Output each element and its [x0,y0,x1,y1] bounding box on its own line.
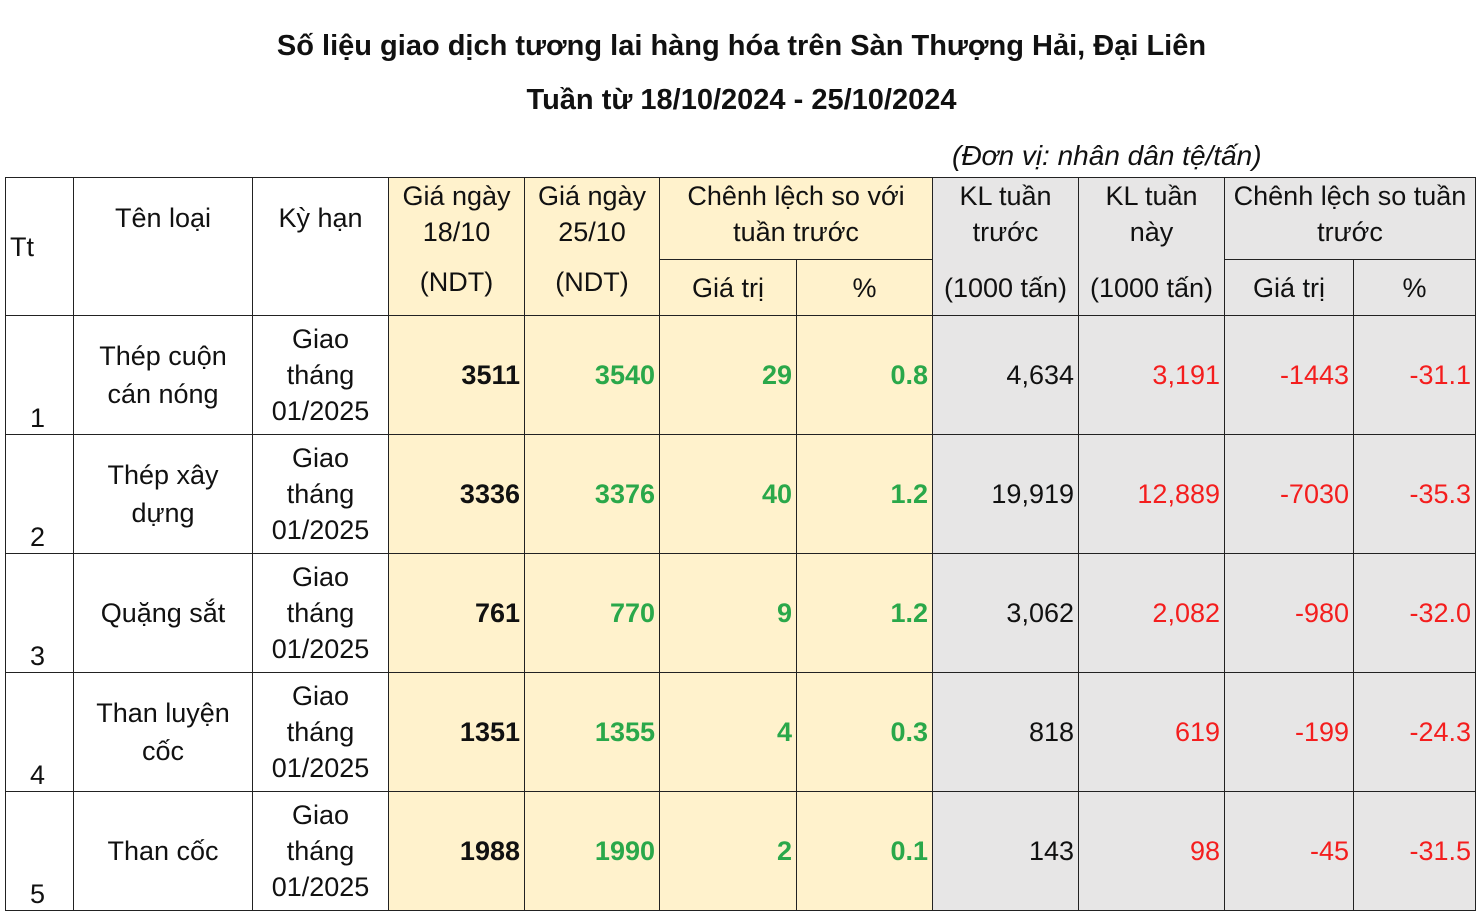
contract-term: Giao tháng 01/2025 [252,315,389,435]
volume-diff-percent: -24.3 [1353,672,1476,792]
volume-prev-week: 19,919 [932,434,1079,554]
header-vol-prev-unit: (1000 tấn) [943,273,1068,303]
price-diff-percent: 1.2 [796,434,933,554]
header-diff-value: Giá trị [659,259,797,316]
page-title: Số liệu giao dịch tương lai hàng hóa trê… [276,30,1207,62]
commodity-name: Than luyện cốc [73,672,253,792]
header-price-2510-label: Giá ngày 25/10 [537,181,647,247]
volume-diff-percent: -31.5 [1353,791,1476,911]
volume-prev-week: 3,062 [932,553,1079,673]
price-diff-value: 9 [659,553,797,673]
page-subtitle: Tuần từ 18/10/2024 - 25/10/2024 [526,84,957,116]
header-price-1810-label: Giá ngày 18/10 [402,181,511,247]
volume-diff-percent: -31.1 [1353,315,1476,435]
volume-this-week: 98 [1078,791,1225,911]
commodity-name: Than cốc [73,791,253,911]
contract-term: Giao tháng 01/2025 [252,553,389,673]
price-2510: 3376 [524,434,660,554]
header-vol-prev: KL tuần trước (1000 tấn) [932,177,1079,316]
price-1810: 3511 [388,315,525,435]
volume-diff-percent: -32.0 [1353,553,1476,673]
price-diff-value: 2 [659,791,797,911]
header-vol-diff-percent: % [1353,259,1476,316]
header-price-diff: Chênh lệch so với tuần trước [659,177,933,260]
price-2510: 770 [524,553,660,673]
row-index: 3 [5,553,74,673]
price-1810: 1351 [388,672,525,792]
price-2510: 1990 [524,791,660,911]
header-diff-percent: % [796,259,933,316]
volume-diff-value: -45 [1224,791,1354,911]
table-row: 1 Thép cuộn cán nóng Giao tháng 01/2025 … [5,315,1476,435]
header-vol-cur-unit: (1000 tấn) [1089,273,1214,303]
commodity-name: Thép xây dựng [73,434,253,554]
price-diff-percent: 0.1 [796,791,933,911]
price-diff-percent: 0.8 [796,315,933,435]
header-price-2510-unit: (NDT) [555,267,629,297]
volume-this-week: 2,082 [1078,553,1225,673]
header-tt: Tt [5,177,74,316]
commodity-name: Thép cuộn cán nóng [73,315,253,435]
table-row: 2 Thép xây dựng Giao tháng 01/2025 3336 … [5,434,1476,554]
volume-prev-week: 818 [932,672,1079,792]
header-vol-prev-label: KL tuần trước [959,181,1052,247]
price-diff-value: 4 [659,672,797,792]
header-vol-cur: KL tuần này (1000 tấn) [1078,177,1225,316]
table-row: 3 Quặng sắt Giao tháng 01/2025 761 770 9… [5,553,1476,673]
price-1810: 3336 [388,434,525,554]
volume-diff-value: -1443 [1224,315,1354,435]
price-diff-percent: 0.3 [796,672,933,792]
unit-note: (Đơn vị: nhân dân tệ/tấn) [952,140,1262,171]
volume-this-week: 3,191 [1078,315,1225,435]
volume-diff-percent: -35.3 [1353,434,1476,554]
contract-term: Giao tháng 01/2025 [252,672,389,792]
price-diff-percent: 1.2 [796,553,933,673]
volume-prev-week: 143 [932,791,1079,911]
row-index: 5 [5,791,74,911]
header-name: Tên loại [73,177,253,316]
price-diff-value: 40 [659,434,797,554]
contract-term: Giao tháng 01/2025 [252,791,389,911]
volume-this-week: 12,889 [1078,434,1225,554]
contract-term: Giao tháng 01/2025 [252,434,389,554]
header-vol-diff-value: Giá trị [1224,259,1354,316]
header-price-2510: Giá ngày 25/10 (NDT) [524,177,660,316]
volume-diff-value: -7030 [1224,434,1354,554]
price-1810: 1988 [388,791,525,911]
volume-prev-week: 4,634 [932,315,1079,435]
table-row: 5 Than cốc Giao tháng 01/2025 1988 1990 … [5,791,1476,911]
volume-this-week: 619 [1078,672,1225,792]
price-2510: 1355 [524,672,660,792]
header-vol-cur-label: KL tuần này [1105,181,1198,247]
price-1810: 761 [388,553,525,673]
volume-diff-value: -199 [1224,672,1354,792]
header-price-1810-unit: (NDT) [419,267,494,297]
table-row: 4 Than luyện cốc Giao tháng 01/2025 1351… [5,672,1476,792]
commodity-name: Quặng sắt [73,553,253,673]
price-2510: 3540 [524,315,660,435]
header-price-1810: Giá ngày 18/10 (NDT) [388,177,525,316]
row-index: 1 [5,315,74,435]
row-index: 4 [5,672,74,792]
price-diff-value: 29 [659,315,797,435]
volume-diff-value: -980 [1224,553,1354,673]
row-index: 2 [5,434,74,554]
header-vol-diff: Chênh lệch so tuần trước [1224,177,1476,260]
header-term: Kỳ hạn [252,177,389,316]
futures-table: Tt Tên loại Kỳ hạn Giá ngày 18/10 (NDT) G… [5,177,1476,911]
